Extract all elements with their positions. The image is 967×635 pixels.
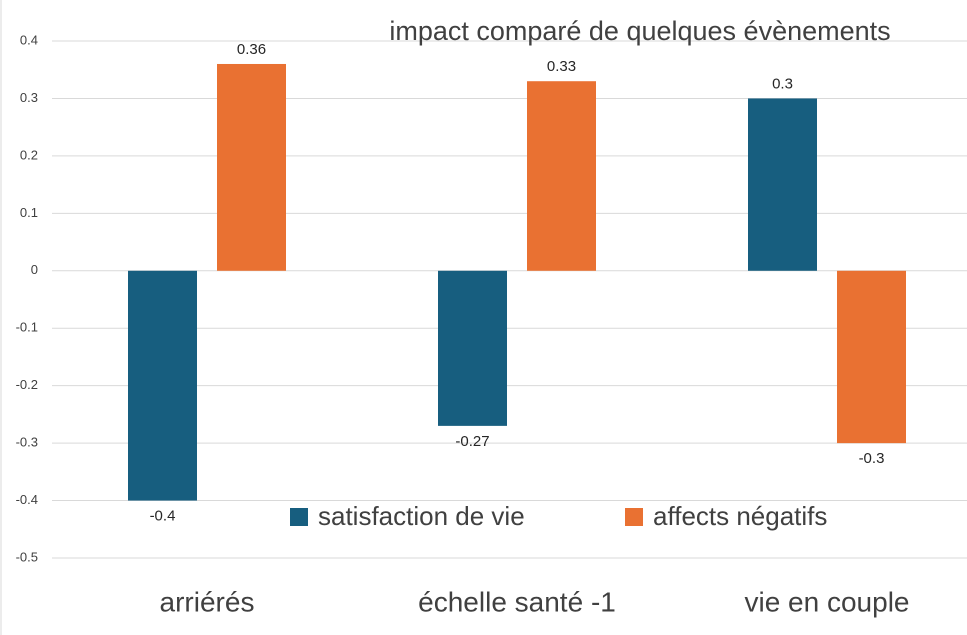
bar [438, 270, 507, 426]
bar [837, 270, 906, 444]
bar [217, 63, 286, 271]
data-label: 0.33 [547, 58, 576, 75]
legend-label: affects négatifs [653, 501, 827, 531]
x-tick-label: échelle santé -1 [418, 586, 616, 617]
y-tick-label: 0.2 [20, 147, 38, 162]
bar [748, 98, 817, 271]
bar [128, 270, 197, 501]
data-label: -0.4 [150, 508, 176, 525]
y-tick-label: 0.3 [20, 90, 38, 105]
y-tick-label: -0.1 [16, 320, 38, 335]
data-label: -0.3 [859, 450, 885, 467]
x-tick-label: vie en couple [744, 586, 909, 617]
bar [527, 81, 596, 271]
y-tick-label: -0.2 [16, 377, 38, 392]
data-label: 0.36 [237, 41, 266, 58]
legend-label: satisfaction de vie [318, 501, 525, 531]
legend-swatch [290, 508, 308, 526]
chart-title: impact comparé de quelques évènements [389, 16, 890, 46]
legend-swatch [625, 508, 643, 526]
data-label: 0.3 [772, 75, 793, 92]
y-tick-label: -0.4 [16, 492, 38, 507]
y-tick-label: 0.1 [20, 205, 38, 220]
data-label: -0.27 [455, 433, 489, 450]
y-tick-label: -0.3 [16, 435, 38, 450]
y-tick-label: 0.4 [20, 32, 38, 47]
y-tick-label: 0 [31, 262, 38, 277]
x-tick-label: arriérés [160, 586, 255, 617]
y-tick-label: -0.5 [16, 549, 38, 564]
